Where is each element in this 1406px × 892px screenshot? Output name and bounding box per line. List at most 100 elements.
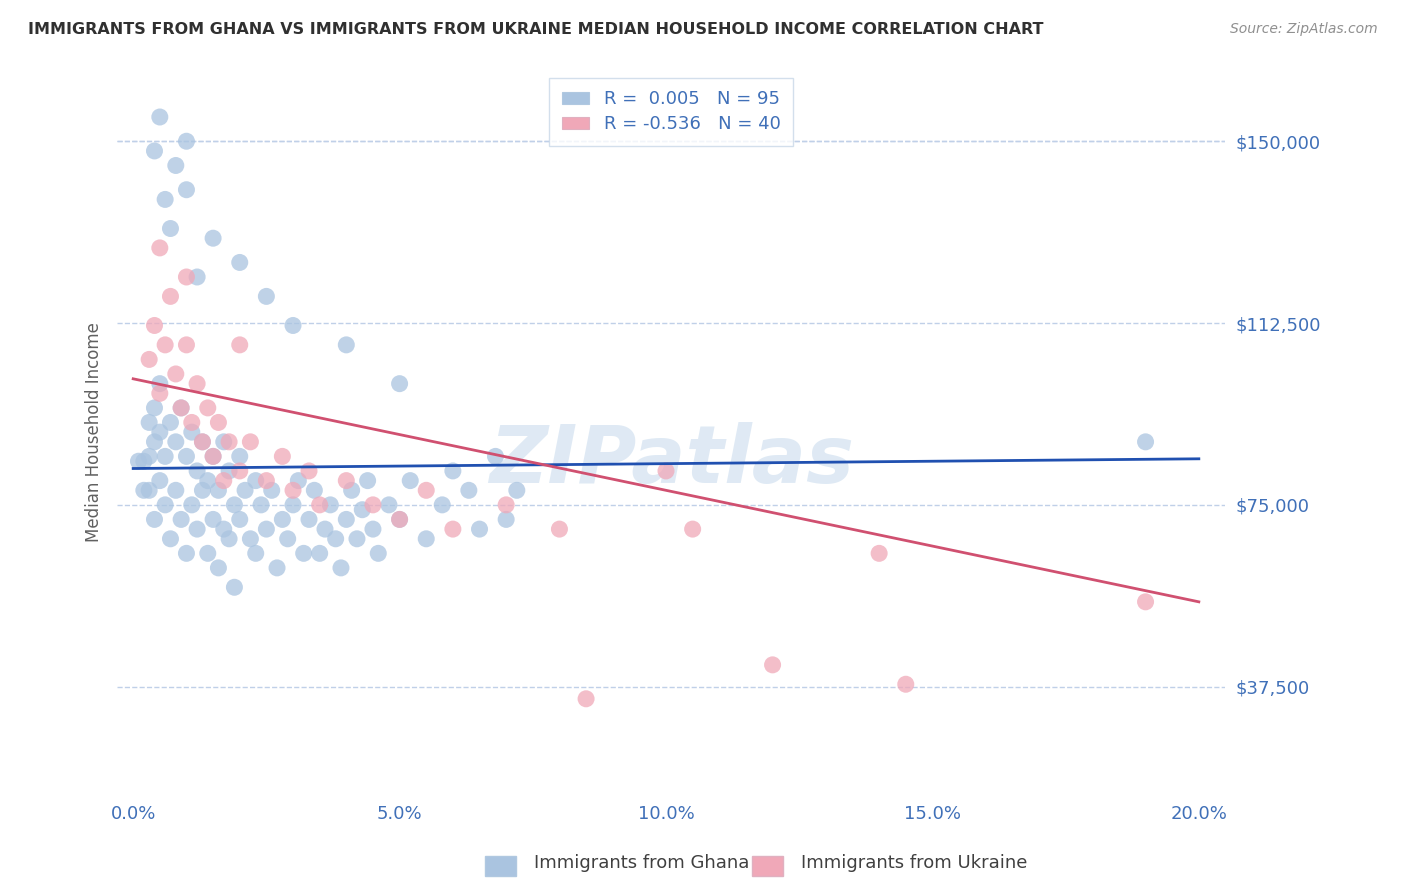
Point [138, 416, 160, 430]
Point [180, 498, 202, 512]
Point [254, 474, 277, 488]
Point [170, 401, 193, 415]
Point [138, 483, 160, 498]
Point [176, 270, 198, 285]
Point [484, 450, 506, 464]
Point [143, 434, 166, 449]
Point [468, 522, 491, 536]
Point [176, 450, 198, 464]
Point [245, 474, 267, 488]
Point [304, 483, 326, 498]
Point [159, 532, 181, 546]
Point [197, 401, 219, 415]
Point [218, 532, 240, 546]
Point [308, 546, 330, 560]
Point [186, 522, 208, 536]
Point [761, 657, 783, 672]
Point [176, 546, 198, 560]
Point [330, 561, 353, 575]
Point [655, 464, 678, 478]
Legend: R =  0.005   N = 95, R = -0.536   N = 40: R = 0.005 N = 95, R = -0.536 N = 40 [550, 78, 793, 146]
Point [224, 498, 246, 512]
Point [441, 464, 464, 478]
Point [352, 502, 374, 516]
Point [415, 532, 437, 546]
Point [207, 483, 229, 498]
Point [254, 289, 277, 303]
Point [266, 561, 288, 575]
Point [1135, 595, 1157, 609]
Point [149, 110, 172, 124]
Point [212, 434, 235, 449]
Point [207, 416, 229, 430]
Point [340, 483, 363, 498]
Point [548, 522, 571, 536]
Point [239, 532, 262, 546]
Y-axis label: Median Household Income: Median Household Income [86, 322, 103, 542]
Point [176, 338, 198, 352]
Text: Immigrants from Ukraine: Immigrants from Ukraine [801, 855, 1028, 872]
Point [457, 483, 479, 498]
Point [159, 221, 181, 235]
Point [432, 498, 454, 512]
Point [180, 425, 202, 439]
Point [202, 231, 225, 245]
Point [335, 338, 357, 352]
Point [495, 512, 517, 526]
Point [298, 464, 321, 478]
Point [894, 677, 917, 691]
Point [367, 546, 389, 560]
Point [149, 474, 172, 488]
Point [250, 498, 273, 512]
Point [186, 270, 208, 285]
Point [319, 498, 342, 512]
Point [212, 474, 235, 488]
Point [1135, 434, 1157, 449]
Point [281, 318, 304, 333]
Point [186, 376, 208, 391]
Point [277, 532, 299, 546]
Point [399, 474, 422, 488]
Point [298, 512, 321, 526]
Point [415, 483, 437, 498]
Point [441, 522, 464, 536]
Point [335, 512, 357, 526]
Point [378, 498, 401, 512]
Point [149, 241, 172, 255]
Text: Source: ZipAtlas.com: Source: ZipAtlas.com [1230, 22, 1378, 37]
Point [149, 425, 172, 439]
Point [356, 474, 378, 488]
Point [170, 401, 193, 415]
Point [153, 193, 176, 207]
Point [159, 416, 181, 430]
Text: Immigrants from Ghana: Immigrants from Ghana [534, 855, 749, 872]
Point [165, 367, 187, 381]
Point [132, 483, 155, 498]
Point [361, 522, 384, 536]
Point [212, 522, 235, 536]
Point [229, 512, 252, 526]
Point [207, 561, 229, 575]
Point [495, 498, 517, 512]
Point [325, 532, 347, 546]
Point [506, 483, 529, 498]
Point [260, 483, 283, 498]
Point [271, 450, 294, 464]
Point [254, 522, 277, 536]
Point [165, 434, 187, 449]
Point [218, 464, 240, 478]
Point [281, 483, 304, 498]
Point [218, 434, 240, 449]
Point [346, 532, 368, 546]
Point [143, 512, 166, 526]
Point [153, 498, 176, 512]
Point [292, 546, 315, 560]
Point [388, 376, 411, 391]
Point [138, 352, 160, 367]
Point [149, 376, 172, 391]
Point [128, 454, 150, 468]
Point [186, 464, 208, 478]
Point [159, 289, 181, 303]
Point [202, 450, 225, 464]
Point [165, 483, 187, 498]
